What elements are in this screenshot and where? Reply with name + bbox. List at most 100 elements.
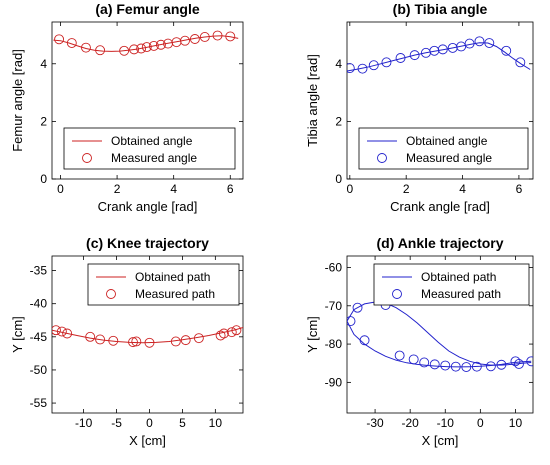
y-tick-label: -55 <box>30 396 48 410</box>
data-point <box>501 45 512 56</box>
data-point <box>471 361 482 372</box>
plot-area <box>347 300 533 372</box>
legend-label: Measured angle <box>406 151 492 165</box>
data-point <box>450 361 461 372</box>
data-point <box>131 336 142 347</box>
data-point <box>429 359 440 370</box>
data-point <box>56 326 67 337</box>
series-line-1 <box>347 320 532 368</box>
data-point <box>108 335 119 346</box>
x-axis-label: Crank angle [rad] <box>98 199 198 214</box>
x-tick-label: -30 <box>366 416 384 430</box>
legend: Obtained angle Measured angle <box>358 127 529 170</box>
axes-frame <box>51 21 244 180</box>
y-tick-label: 2 <box>40 114 47 128</box>
x-tick-label: 2 <box>403 182 410 196</box>
data-point <box>394 350 405 361</box>
legend-label: Obtained path <box>421 270 496 284</box>
x-tick-label: -5 <box>111 416 122 430</box>
legend-marker-swatch <box>82 153 92 163</box>
data-point <box>440 360 451 371</box>
chart-panel-0: (a) Femur angle 0 2 4 6 0 2 4 Crank angle [rad] F… <box>10 1 244 214</box>
data-point <box>474 36 485 47</box>
plot-area <box>347 36 531 74</box>
data-point <box>128 337 138 348</box>
legend: Obtained path Measured path <box>87 263 240 306</box>
data-point <box>66 38 77 48</box>
x-tick-label: -10 <box>75 416 93 430</box>
data-point <box>359 335 370 346</box>
legend-label: Measured path <box>421 287 501 301</box>
data-point <box>368 60 379 71</box>
y-tick-label: 4 <box>335 57 342 71</box>
x-tick-label: 5 <box>179 416 186 430</box>
y-tick-label: -45 <box>30 330 48 344</box>
plot-area <box>52 325 243 348</box>
data-point <box>395 53 406 63</box>
x-tick-label: 10 <box>509 416 523 430</box>
legend: Obtained angle Measured angle <box>63 127 236 170</box>
y-tick-label: 0 <box>40 172 47 186</box>
legend-label: Obtained angle <box>406 134 488 148</box>
data-point <box>408 354 419 365</box>
data-point <box>180 335 191 346</box>
axes-frame <box>346 21 534 180</box>
y-tick-label: 4 <box>40 57 47 71</box>
legend-label: Measured path <box>135 287 215 301</box>
x-tick-label: 0 <box>146 416 153 430</box>
x-tick-label: 0 <box>57 182 64 196</box>
legend: Obtained path Measured path <box>373 263 530 306</box>
x-tick-label: 4 <box>459 182 466 196</box>
data-point <box>136 43 147 54</box>
x-tick-label: 6 <box>516 182 523 196</box>
legend-box <box>87 263 240 306</box>
data-point <box>464 38 475 49</box>
data-point <box>496 359 507 370</box>
x-tick-label: 2 <box>114 182 121 196</box>
data-point <box>515 57 526 68</box>
data-point <box>141 42 152 53</box>
legend-label: Obtained angle <box>111 134 193 148</box>
x-tick-label: 4 <box>170 182 177 196</box>
data-point <box>215 330 226 341</box>
data-point <box>189 34 200 44</box>
data-point <box>409 50 420 61</box>
panel-title: (d) Ankle trajectory <box>376 235 503 251</box>
x-axis-label: X [cm] <box>129 433 166 448</box>
data-point <box>212 30 223 41</box>
data-point <box>231 325 242 336</box>
y-tick-label: -40 <box>30 297 48 311</box>
data-point <box>514 359 524 369</box>
y-axis-label: Tibia angle [rad] <box>305 54 320 147</box>
chart-panel-2: (c) Knee trajectory-10 -5 0 5 10-35-40-45-50… <box>10 235 244 448</box>
legend-box <box>63 127 236 170</box>
data-point <box>352 302 363 313</box>
x-tick-label: 10 <box>209 416 223 430</box>
legend-label: Measured angle <box>111 151 197 165</box>
data-point <box>484 38 495 48</box>
data-point <box>119 45 130 56</box>
data-point <box>81 42 91 53</box>
data-point <box>144 337 155 348</box>
axes-frame <box>346 255 534 414</box>
axes-frame <box>51 255 244 414</box>
y-axis-label: Y [cm] <box>305 316 320 353</box>
legend-box <box>373 263 530 306</box>
chart-panel-3: (d) Ankle trajectory -30 -20 -10 0 10 -60 -70 -8… <box>305 235 534 448</box>
legend-label: Obtained path <box>135 270 210 284</box>
y-tick-label: -90 <box>325 375 343 389</box>
data-point <box>95 334 106 345</box>
data-point <box>218 328 229 339</box>
x-axis-label: Crank angle [rad] <box>390 199 490 214</box>
data-point <box>193 333 204 344</box>
data-point <box>357 63 368 74</box>
y-axis-label: Y [cm] <box>10 316 25 353</box>
data-point <box>85 331 96 342</box>
y-tick-label: -60 <box>325 260 343 274</box>
panel-title: (b) Tibia angle <box>393 1 488 17</box>
data-point <box>225 31 236 42</box>
data-point <box>510 356 521 367</box>
data-point <box>419 357 430 368</box>
y-tick-label: -80 <box>325 337 343 351</box>
